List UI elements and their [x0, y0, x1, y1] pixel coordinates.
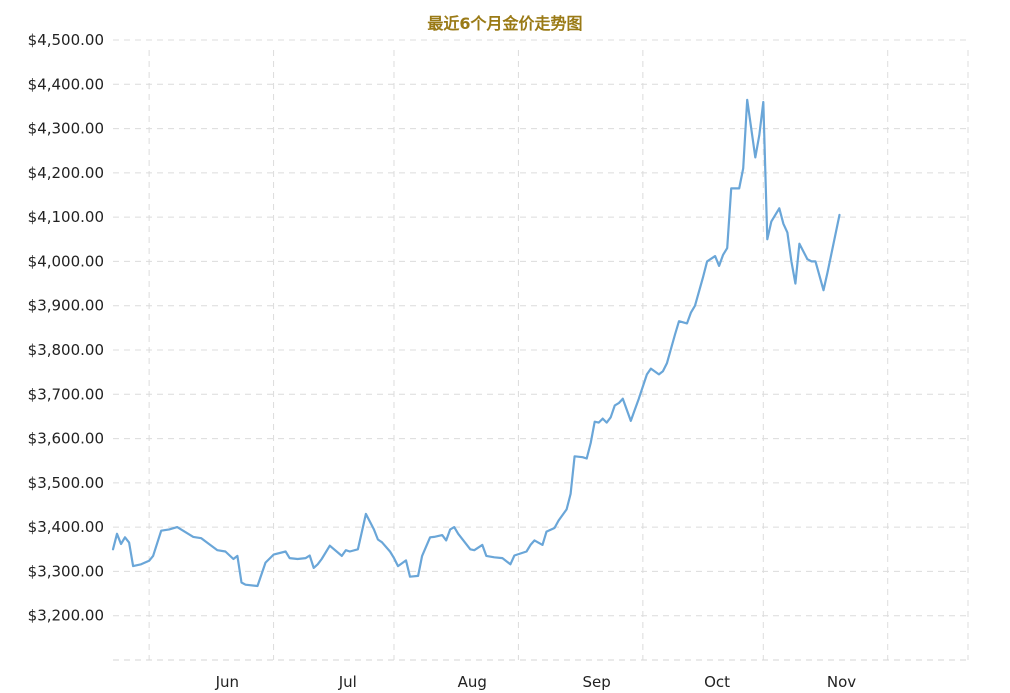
- x-tick-label: Aug: [458, 673, 487, 691]
- y-tick-label: $4,100.00: [28, 208, 104, 226]
- y-tick-label: $3,300.00: [28, 562, 104, 580]
- y-tick-label: $3,400.00: [28, 518, 104, 536]
- x-tick-label: Sep: [583, 673, 611, 691]
- x-tick-label: Oct: [704, 673, 730, 691]
- axes: $3,200.00 $3,300.00 $3,400.00 $3,500.00 $3,6…: [28, 31, 857, 691]
- x-tick-label: Nov: [827, 673, 856, 691]
- y-tick-label: $3,600.00: [28, 430, 104, 448]
- y-tick-label: $4,200.00: [28, 164, 104, 182]
- x-tick-label: Jun: [215, 673, 239, 691]
- y-tick-label: $3,500.00: [28, 474, 104, 492]
- price-line: [111, 98, 841, 588]
- y-tick-label: $3,800.00: [28, 341, 104, 359]
- grid: [113, 39, 969, 661]
- y-tick-label: $3,900.00: [28, 297, 104, 315]
- y-tick-label: $3,200.00: [28, 607, 104, 625]
- y-tick-label: $3,700.00: [28, 385, 104, 403]
- chart-title: 最近6个月金价走势图: [427, 14, 583, 33]
- y-tick-label: $4,000.00: [28, 252, 104, 270]
- x-tick-label: Jul: [338, 673, 357, 691]
- y-tick-label: $4,500.00: [28, 31, 104, 49]
- y-tick-label: $4,300.00: [28, 120, 104, 138]
- y-tick-label: $4,400.00: [28, 75, 104, 93]
- series: [111, 98, 841, 588]
